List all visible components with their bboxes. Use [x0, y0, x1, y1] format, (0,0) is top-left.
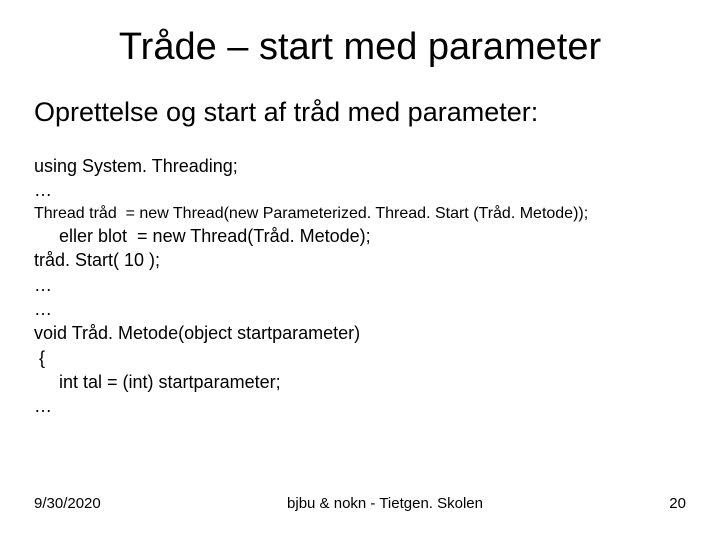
code-line: Thread tråd = new Thread(new Parameteriz… — [34, 203, 686, 225]
code-line: … — [34, 394, 686, 418]
code-line: eller blot = new Thread(Tråd. Metode); — [34, 224, 686, 248]
code-line: { — [34, 346, 686, 370]
code-line: tråd. Start( 10 ); — [34, 248, 686, 272]
code-line: using System. Threading; — [34, 154, 686, 178]
code-block: using System. Threading; … Thread tråd =… — [34, 154, 686, 419]
code-line: … — [34, 273, 686, 297]
footer-date: 9/30/2020 — [34, 495, 101, 512]
footer: 9/30/2020 bjbu & nokn - Tietgen. Skolen … — [34, 495, 686, 512]
slide: Tråde – start med parameter Oprettelse o… — [0, 0, 720, 540]
footer-center: bjbu & nokn - Tietgen. Skolen — [287, 495, 483, 512]
code-line: void Tråd. Metode(object startparameter) — [34, 321, 686, 345]
code-line: … — [34, 178, 686, 202]
slide-subtitle: Oprettelse og start af tråd med paramete… — [34, 97, 686, 128]
footer-page: 20 — [669, 495, 686, 512]
code-line: int tal = (int) startparameter; — [34, 370, 686, 394]
code-line: … — [34, 297, 686, 321]
slide-title: Tråde – start med parameter — [34, 26, 686, 69]
